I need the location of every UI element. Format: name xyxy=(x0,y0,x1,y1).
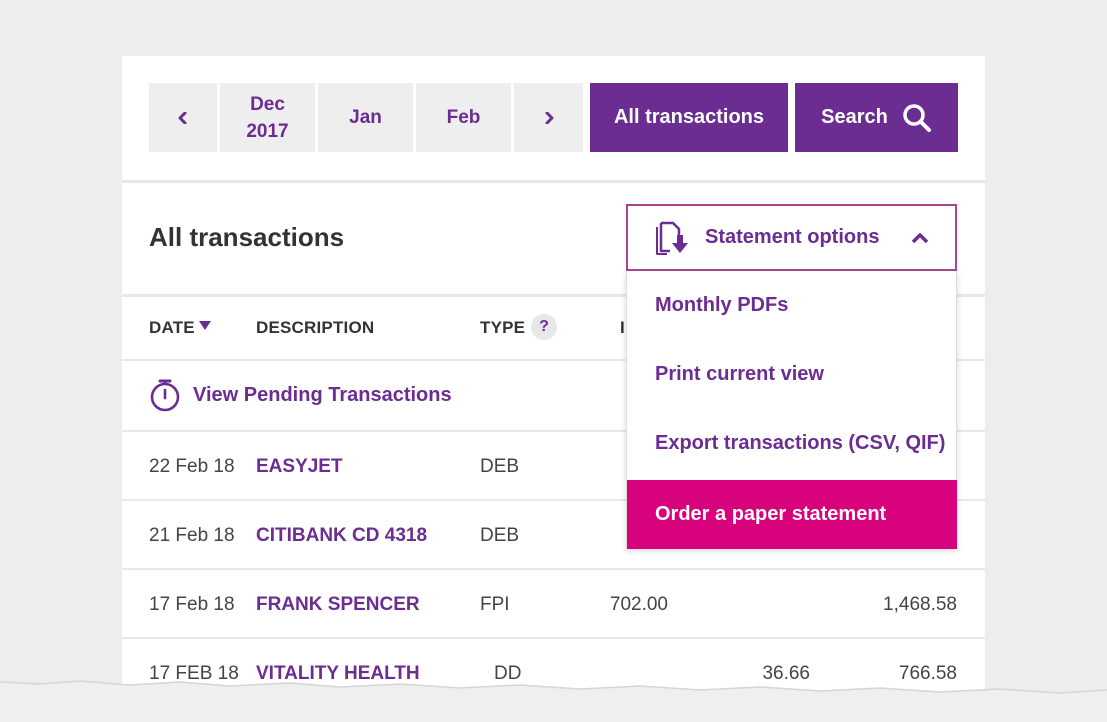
row-date: 17 FEB 18 xyxy=(149,663,239,684)
row-money-in: 702.00 xyxy=(609,594,668,615)
toolbar-divider xyxy=(122,180,985,183)
chevron-left-icon xyxy=(178,111,187,124)
row-divider xyxy=(122,430,985,432)
menu-item-export-transactions[interactable]: Export transactions (CSV, QIF) xyxy=(655,432,946,454)
torn-edge-decoration xyxy=(0,680,1107,722)
row-type: FPI xyxy=(480,594,510,615)
row-date: 22 Feb 18 xyxy=(149,456,235,477)
row-description-link[interactable]: VITALITY HEALTH xyxy=(256,663,420,684)
month-tab-label: Jan xyxy=(349,107,382,128)
chevron-right-icon xyxy=(545,111,553,124)
search-label: Search xyxy=(821,106,888,128)
row-description-link[interactable]: FRANK SPENCER xyxy=(256,594,420,615)
next-month-button[interactable] xyxy=(514,83,583,152)
row-divider xyxy=(122,568,985,570)
row-description-link[interactable]: CITIBANK CD 4318 xyxy=(256,525,428,546)
menu-item-monthly-pdfs[interactable]: Monthly PDFs xyxy=(655,294,789,316)
row-balance: 766.58 xyxy=(898,663,957,684)
column-header-date[interactable]: DATE xyxy=(149,318,211,338)
month-tab-label: Feb xyxy=(446,107,481,128)
column-header-in: I xyxy=(620,318,625,337)
column-divider xyxy=(122,359,985,361)
row-date: 17 Feb 18 xyxy=(149,594,235,615)
statement-options-menu: Monthly PDFs Print current view Export t… xyxy=(626,271,957,549)
month-tab-label: Dec xyxy=(250,93,285,115)
view-pending-transactions-link[interactable]: View Pending Transactions xyxy=(149,378,452,412)
column-header-type: TYPE xyxy=(480,318,526,337)
row-divider xyxy=(122,499,985,501)
month-tab-jan[interactable]: Jan xyxy=(318,83,413,152)
statement-options-button[interactable]: Statement options xyxy=(626,204,957,271)
month-tab-dec-2017[interactable]: Dec 2017 xyxy=(220,83,315,152)
column-header-description: DESCRIPTION xyxy=(256,318,375,337)
row-type: DEB xyxy=(480,525,520,546)
chevron-up-icon xyxy=(911,233,929,244)
all-transactions-label: All transactions xyxy=(613,106,765,128)
document-download-icon xyxy=(656,221,688,255)
stopwatch-icon xyxy=(150,379,180,412)
all-transactions-button[interactable]: All transactions xyxy=(590,83,788,152)
row-type: DEB xyxy=(480,456,520,477)
menu-item-order-paper-statement[interactable]: Order a paper statement xyxy=(627,480,957,549)
type-help-icon[interactable]: ? xyxy=(531,314,557,340)
menu-item-print-current-view[interactable]: Print current view xyxy=(655,363,824,385)
row-money-out: 36.66 xyxy=(762,663,810,684)
row-type: DD xyxy=(494,663,522,684)
statement-options-label: Statement options xyxy=(705,226,880,248)
column-header-date-label: DATE xyxy=(149,318,195,337)
month-tab-feb[interactable]: Feb xyxy=(416,83,511,152)
previous-month-button[interactable] xyxy=(149,83,217,152)
month-toolbar: Dec 2017 Jan Feb All transactions Search xyxy=(149,83,958,152)
sort-descending-icon xyxy=(198,321,211,330)
page-title: All transactions xyxy=(149,222,345,252)
row-date: 21 Feb 18 xyxy=(149,525,235,546)
view-pending-label: View Pending Transactions xyxy=(193,383,452,406)
month-tab-year: 2017 xyxy=(246,120,289,142)
row-divider xyxy=(122,637,985,639)
header-divider xyxy=(122,294,985,297)
search-button[interactable]: Search xyxy=(795,83,958,152)
search-icon xyxy=(903,103,931,132)
row-description-link[interactable]: EASYJET xyxy=(256,456,343,477)
row-balance: 1,468.58 xyxy=(883,594,957,615)
help-glyph: ? xyxy=(539,318,549,335)
